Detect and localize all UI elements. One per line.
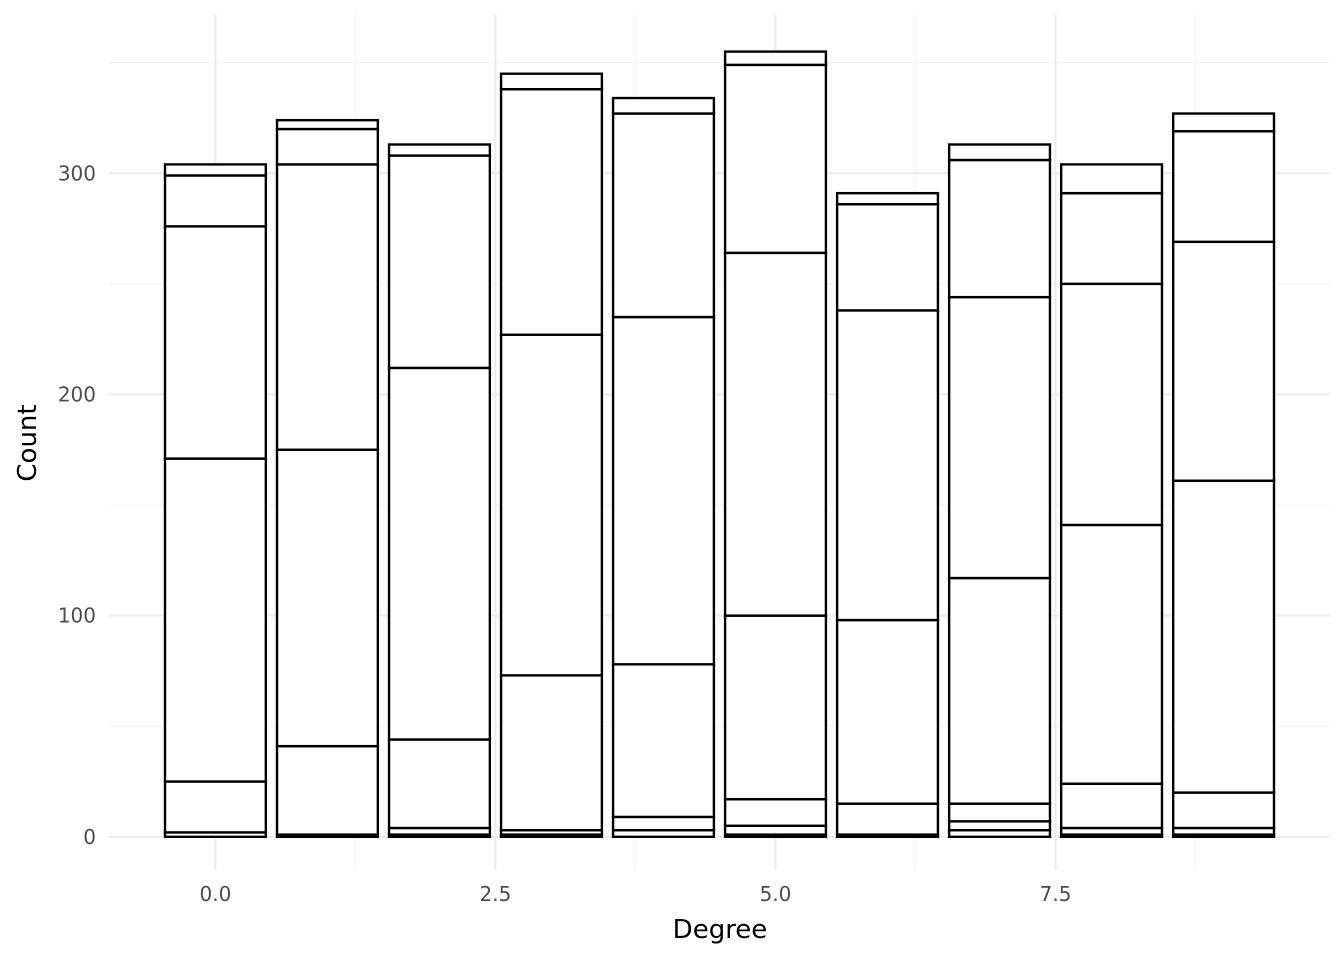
bar-segment [1171,112,1276,133]
bar-segment [1059,282,1164,527]
x-tick-label: 2.5 [480,882,512,906]
x-axis-ticks: 0.0 2.5 5.0 7.5 [200,882,1072,906]
bar-segment [947,802,1052,823]
bar-segment [163,225,268,460]
bar-segment [611,663,716,819]
bar-segment [723,50,828,67]
bar-stack [835,191,940,839]
y-tick-label: 100 [58,604,96,628]
bar-segment [723,251,828,617]
bars [163,50,1276,839]
x-tick-label: 0.0 [200,882,232,906]
bar-stack [275,118,380,839]
bar-segment [611,315,716,666]
bar-segment [163,780,268,834]
bar-segment [163,163,268,177]
bar-stack [499,72,604,839]
bar-segment [387,143,492,157]
x-tick-label: 7.5 [1040,882,1072,906]
bar-stack [723,50,828,839]
bar-segment [1059,523,1164,785]
bar-segment [835,203,940,312]
bar-stack [387,143,492,839]
bar-segment [1059,191,1164,286]
bar-segment [499,674,604,832]
bar-segment [275,163,380,451]
bar-segment [947,143,1052,162]
y-tick-label: 300 [58,161,96,185]
bar-segment [723,824,828,836]
y-axis-ticks: 0 100 200 300 [58,161,96,849]
bar-segment [275,448,380,748]
y-axis-title: Count [13,404,43,481]
bar-segment [835,802,940,836]
bar-stack [611,96,716,839]
y-tick-label: 200 [58,382,96,406]
bar-segment [947,576,1052,805]
bar-segment [947,158,1052,299]
bar-stack [1171,112,1276,839]
bar-segment [275,127,380,166]
bar-segment [835,618,940,805]
bar-segment [163,174,268,228]
bar-segment [387,154,492,370]
bar-segment [387,738,492,830]
bar-segment [275,118,380,131]
bar-segment [1171,240,1276,482]
bar-segment [1171,791,1276,830]
bar-segment [611,112,716,319]
bar-segment [1171,479,1276,794]
y-tick-label: 0 [83,825,96,849]
bar-segment [835,191,940,206]
bar-segment [499,333,604,677]
bar-segment [1059,782,1164,830]
bar-segment [947,820,1052,832]
x-tick-label: 5.0 [760,882,792,906]
bar-stack [1059,163,1164,839]
x-axis-title: Degree [673,915,768,945]
bar-segment [387,366,492,741]
bar-segment [611,815,716,832]
bar-segment [1171,130,1276,244]
bar-segment [723,798,828,827]
bar-segment [611,96,716,115]
bar-segment [1059,163,1164,195]
bar-segment [163,457,268,783]
bar-segment [275,744,380,836]
bar-stack [163,163,268,839]
bar-segment [835,309,940,622]
bar-segment [499,72,604,91]
bar-segment [947,295,1052,580]
bar-stack [947,143,1052,839]
bar-segment [499,88,604,336]
bar-segment [723,63,828,255]
bar-segment [723,614,828,801]
